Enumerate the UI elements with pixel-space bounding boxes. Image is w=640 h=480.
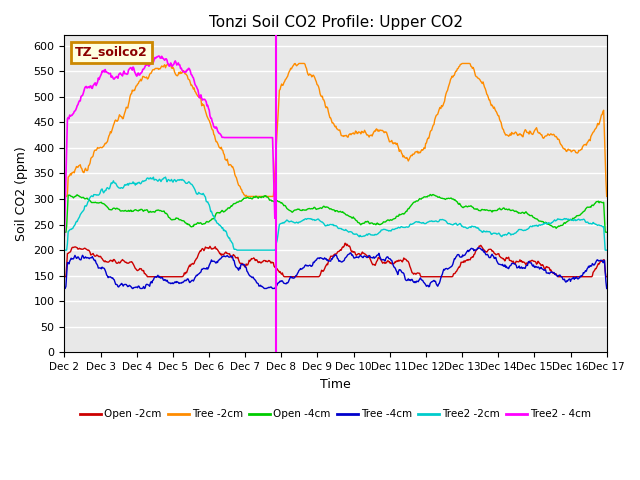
Open -2cm [61, 274, 68, 280]
Open -2cm [418, 274, 426, 280]
Tree -2cm [295, 60, 303, 66]
Tree -2cm [126, 94, 134, 99]
Line: Tree -2cm: Tree -2cm [65, 63, 607, 196]
Tree -2cm [418, 147, 426, 153]
Tree -2cm [402, 156, 410, 161]
Open -2cm [70, 244, 78, 250]
Title: Tonzi Soil CO2 Profile: Upper CO2: Tonzi Soil CO2 Profile: Upper CO2 [209, 15, 463, 30]
Open -4cm [603, 229, 611, 235]
Tree2 -2cm [182, 180, 189, 186]
Open -2cm [341, 240, 349, 246]
Tree -4cm [401, 276, 409, 282]
Open -4cm [126, 208, 134, 214]
Open -4cm [426, 192, 434, 197]
Tree -4cm [126, 283, 134, 288]
Open -4cm [417, 196, 425, 202]
Open -2cm [402, 257, 410, 263]
Open -4cm [181, 220, 189, 226]
Tree -4cm [70, 254, 78, 260]
Tree -4cm [210, 258, 218, 264]
Tree2 - 4cm [210, 124, 218, 130]
Open -2cm [181, 271, 189, 277]
Open -4cm [70, 194, 78, 200]
Y-axis label: Soil CO2 (ppm): Soil CO2 (ppm) [15, 146, 28, 241]
Tree2 -2cm [211, 215, 218, 221]
Legend: Open -2cm, Tree -2cm, Open -4cm, Tree -4cm, Tree2 -2cm, Tree2 - 4cm: Open -2cm, Tree -2cm, Open -4cm, Tree -4… [76, 405, 595, 423]
Tree2 - 4cm [61, 233, 68, 239]
Open -4cm [61, 229, 68, 235]
Tree2 -2cm [603, 247, 611, 253]
Open -4cm [401, 210, 409, 216]
Tree -4cm [417, 276, 425, 282]
Open -2cm [126, 259, 134, 265]
Line: Tree2 - 4cm: Tree2 - 4cm [65, 56, 275, 236]
Tree -2cm [70, 170, 78, 176]
Tree2 -2cm [162, 174, 170, 180]
Line: Open -2cm: Open -2cm [65, 243, 607, 277]
Tree -2cm [181, 71, 189, 77]
Line: Tree -4cm: Tree -4cm [65, 248, 607, 288]
Tree2 - 4cm [70, 108, 78, 114]
Tree -2cm [603, 193, 611, 199]
Tree -4cm [603, 286, 611, 291]
Tree2 -2cm [61, 247, 68, 253]
Open -2cm [603, 274, 611, 280]
Tree -4cm [474, 245, 481, 251]
Line: Open -4cm: Open -4cm [65, 194, 607, 232]
Open -2cm [210, 246, 218, 252]
X-axis label: Time: Time [320, 378, 351, 391]
Tree -4cm [181, 277, 189, 283]
Tree2 -2cm [70, 223, 78, 228]
Tree -4cm [61, 286, 68, 291]
Open -4cm [210, 216, 218, 221]
Text: TZ_soilco2: TZ_soilco2 [76, 46, 148, 59]
Tree2 -2cm [402, 224, 410, 230]
Tree2 - 4cm [181, 69, 189, 74]
Tree -2cm [61, 193, 68, 199]
Tree -2cm [210, 132, 218, 137]
Tree2 -2cm [418, 220, 426, 226]
Line: Tree2 -2cm: Tree2 -2cm [65, 177, 607, 250]
Tree2 -2cm [126, 180, 134, 186]
Tree2 - 4cm [126, 65, 134, 71]
